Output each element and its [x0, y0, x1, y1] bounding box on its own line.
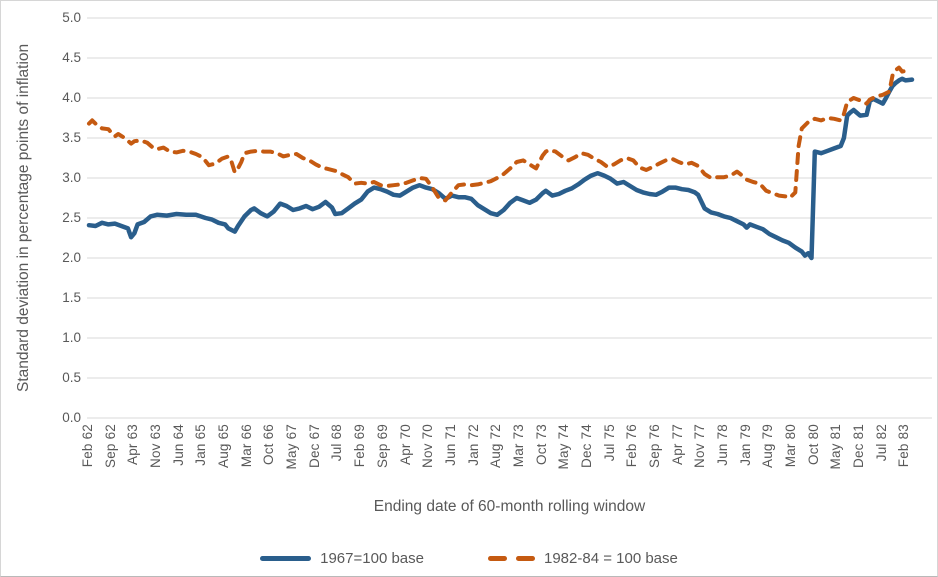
y-tick-label-0.0: 0.0 [62, 410, 81, 425]
x-tick-label-aug-72: Aug 72 [488, 424, 504, 468]
x-tick-label-sep-69: Sep 69 [374, 424, 390, 468]
x-tick-label-may-67: May 67 [284, 424, 300, 470]
y-tick-label-4.5: 4.5 [62, 50, 81, 65]
x-tick-label-mar-73: Mar 73 [510, 424, 526, 468]
legend-item-1967-base: 1967=100 base [260, 550, 424, 567]
y-tick-label-4.0: 4.0 [62, 90, 81, 105]
y-tick-label-0.5: 0.5 [62, 370, 81, 385]
x-tick-label-jul-75: Jul 75 [601, 424, 617, 462]
x-tick-label-feb-76: Feb 76 [624, 424, 640, 468]
x-tick-label-dec-74: Dec 74 [578, 424, 594, 468]
x-tick-label-jan-72: Jan 72 [465, 424, 481, 466]
x-tick-label-sep-62: Sep 62 [102, 424, 118, 468]
legend-label-1967-base: 1967=100 base [320, 550, 424, 567]
x-axis-title: Ending date of 60-month rolling window [373, 498, 646, 515]
x-tick-label-apr-63: Apr 63 [125, 424, 141, 465]
x-tick-label-jan-79: Jan 79 [737, 424, 753, 466]
x-tick-label-feb-62: Feb 62 [80, 424, 95, 468]
x-tick-label-nov-63: Nov 63 [148, 424, 164, 468]
x-tick-label-apr-77: Apr 77 [669, 424, 685, 465]
y-tick-label-2.5: 2.5 [62, 210, 81, 225]
x-tick-label-jul-82: Jul 82 [873, 424, 889, 462]
x-tick-label-may-74: May 74 [556, 424, 572, 470]
x-tick-label-jun-78: Jun 78 [715, 424, 731, 466]
dash-segment [515, 556, 535, 561]
x-tick-label-oct-66: Oct 66 [261, 424, 277, 465]
x-tick-label-aug-79: Aug 79 [760, 424, 776, 468]
x-tick-label-sep-76: Sep 76 [647, 424, 662, 468]
legend-item-1982-84-base: 1982-84 = 100 base [487, 550, 678, 567]
series-line-1967-base [86, 76, 915, 261]
x-tick-label-mar-66: Mar 66 [238, 424, 254, 468]
y-tick-label-2.0: 2.0 [62, 250, 81, 265]
x-tick-label-jun-71: Jun 71 [442, 424, 458, 466]
x-tick-label-may-81: May 81 [828, 424, 844, 470]
x-tick-label-dec-67: Dec 67 [306, 424, 322, 468]
x-tick-label-feb-83: Feb 83 [896, 424, 912, 468]
dashed-line-swatch [487, 556, 535, 561]
x-tick-label-jun-64: Jun 64 [170, 424, 186, 466]
y-tick-label-5.0: 5.0 [62, 10, 81, 25]
x-tick-label-apr-70: Apr 70 [397, 424, 413, 465]
legend-label-1982-84-base: 1982-84 = 100 base [543, 550, 678, 567]
x-tick-label-oct-73: Oct 73 [533, 424, 549, 465]
solid-line-swatch [260, 556, 312, 561]
y-tick-label-1.5: 1.5 [62, 290, 81, 305]
y-tick-label-1.0: 1.0 [62, 330, 81, 345]
x-tick-label-dec-81: Dec 81 [851, 424, 867, 468]
x-tick-label-oct-80: Oct 80 [805, 424, 821, 465]
x-tick-label-aug-65: Aug 65 [216, 424, 232, 468]
y-tick-label-3.5: 3.5 [62, 130, 81, 145]
x-tick-label-feb-69: Feb 69 [352, 424, 368, 468]
dash-segment [487, 556, 507, 561]
x-tick-label-nov-70: Nov 70 [420, 424, 436, 468]
series-line-1982-84-base [87, 65, 908, 203]
x-tick-label-jan-65: Jan 65 [193, 424, 209, 466]
x-tick-label-mar-80: Mar 80 [783, 424, 799, 468]
horizontal-gridlines [87, 17, 932, 419]
x-tick-label-nov-77: Nov 77 [692, 424, 708, 468]
y-axis-title: Standard deviation in percentage points … [15, 43, 32, 393]
x-tick-label-jul-68: Jul 68 [329, 424, 345, 462]
y-tick-label-3.0: 3.0 [62, 170, 81, 185]
chart-legend: 1967=100 base 1982-84 = 100 base [1, 550, 937, 567]
